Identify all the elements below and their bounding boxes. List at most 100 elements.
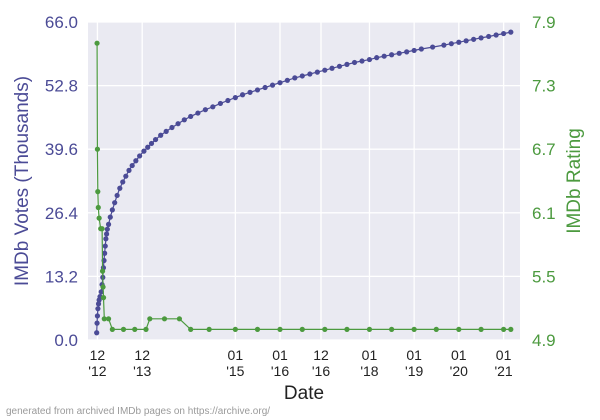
votes-point (344, 61, 350, 67)
votes-point (336, 63, 343, 69)
votes-point (112, 200, 118, 206)
votes-point (105, 221, 112, 227)
x-axis-label: Date (284, 383, 324, 404)
votes-point (225, 97, 231, 104)
votes-point (374, 55, 380, 61)
votes-point (486, 33, 492, 40)
x-tick-label-year: '20 (450, 363, 468, 379)
right-y-axis-label: IMDb Rating (564, 128, 585, 234)
rating-point (299, 326, 305, 332)
x-tick-label-month: 01 (228, 347, 244, 363)
rating-point (96, 215, 102, 221)
votes-point (137, 153, 143, 159)
left-y-tick-label: 0.0 (54, 331, 78, 350)
left-y-tick-label: 52.8 (45, 77, 78, 96)
votes-point (418, 46, 424, 52)
votes-point (195, 110, 201, 116)
votes-point (471, 36, 477, 42)
rating-point (100, 295, 107, 301)
votes-point (254, 87, 261, 93)
rating-point (206, 326, 212, 332)
votes-point (478, 35, 484, 41)
votes-point (175, 121, 181, 127)
rating-point (344, 326, 350, 332)
source-footnote: generated from archived IMDb pages on ht… (6, 406, 271, 417)
rating-point (143, 326, 149, 332)
votes-point (239, 92, 246, 98)
series-layer (94, 29, 514, 336)
left-y-tick-label: 26.4 (45, 204, 78, 223)
x-tick-label-year: '16 (271, 363, 289, 379)
votes-point (262, 84, 268, 91)
votes-point (114, 192, 120, 199)
votes-point (95, 301, 102, 307)
x-tick-label-year: '19 (405, 363, 423, 379)
rating-point (433, 326, 439, 332)
votes-point (169, 124, 175, 131)
votes-point (109, 207, 115, 213)
rating-point (456, 326, 462, 332)
votes-point (158, 132, 164, 138)
rating-point (161, 316, 168, 322)
votes-point (133, 158, 139, 164)
x-tick-label-month: 12 (313, 347, 329, 363)
votes-point (351, 59, 358, 66)
votes-point (98, 289, 104, 295)
votes-point (411, 47, 417, 54)
rating-point (254, 326, 261, 332)
rating-point (176, 316, 183, 322)
left-y-tick-label: 13.2 (45, 267, 78, 286)
rating-point (478, 326, 484, 332)
votes-point (329, 65, 335, 71)
votes-point (247, 89, 253, 95)
votes-point (359, 58, 365, 64)
x-ticks: 12'1212'1301'1501'1612'1601'1801'1901'20… (88, 347, 513, 379)
x-tick-label-month: 12 (90, 347, 106, 363)
rating-point (109, 326, 115, 332)
votes-point (103, 236, 109, 242)
votes-point (404, 49, 410, 55)
votes-point (126, 167, 132, 173)
votes-point (129, 162, 135, 169)
votes-point (123, 173, 129, 179)
rating-point (389, 326, 395, 332)
left-y-ticks: 0.0 13.2 26.4 39.6 52.8 66.0 (45, 13, 78, 350)
left-y-tick-label: 66.0 (45, 13, 78, 32)
votes-point (493, 32, 499, 38)
grid-lines (88, 21, 520, 341)
votes-point (188, 113, 194, 120)
left-y-axis-label: IMDb Votes (Thousands) (12, 76, 33, 286)
right-y-tick-label: 4.9 (532, 331, 556, 350)
votes-point (441, 42, 447, 48)
x-tick-label-month: 01 (451, 347, 467, 363)
votes-point (277, 80, 283, 86)
votes-point (94, 330, 100, 336)
votes-point (181, 117, 187, 123)
rating-point (100, 284, 106, 290)
votes-point (163, 128, 169, 134)
right-y-tick-label: 7.3 (532, 77, 556, 96)
rating-point (508, 326, 514, 332)
votes-point (232, 95, 238, 101)
rating-point (411, 326, 417, 332)
x-tick-label-month: 12 (134, 347, 150, 363)
votes-point (501, 30, 507, 37)
votes-point (120, 179, 126, 185)
rating-point (232, 326, 238, 332)
x-tick-label-month: 01 (362, 347, 378, 363)
x-tick-label-year: '12 (88, 363, 106, 379)
votes-point (284, 77, 290, 83)
votes-point (389, 52, 395, 58)
right-y-tick-label: 5.5 (532, 267, 556, 286)
votes-point (107, 214, 113, 220)
votes-point (508, 29, 514, 35)
votes-point (381, 53, 387, 59)
rating-point (132, 326, 138, 332)
votes-point (210, 104, 216, 110)
rating-point (501, 326, 507, 332)
right-y-tick-label: 6.7 (532, 140, 556, 159)
rating-point (277, 326, 283, 332)
x-tick-label-year: '21 (494, 363, 512, 379)
votes-point (299, 73, 305, 79)
